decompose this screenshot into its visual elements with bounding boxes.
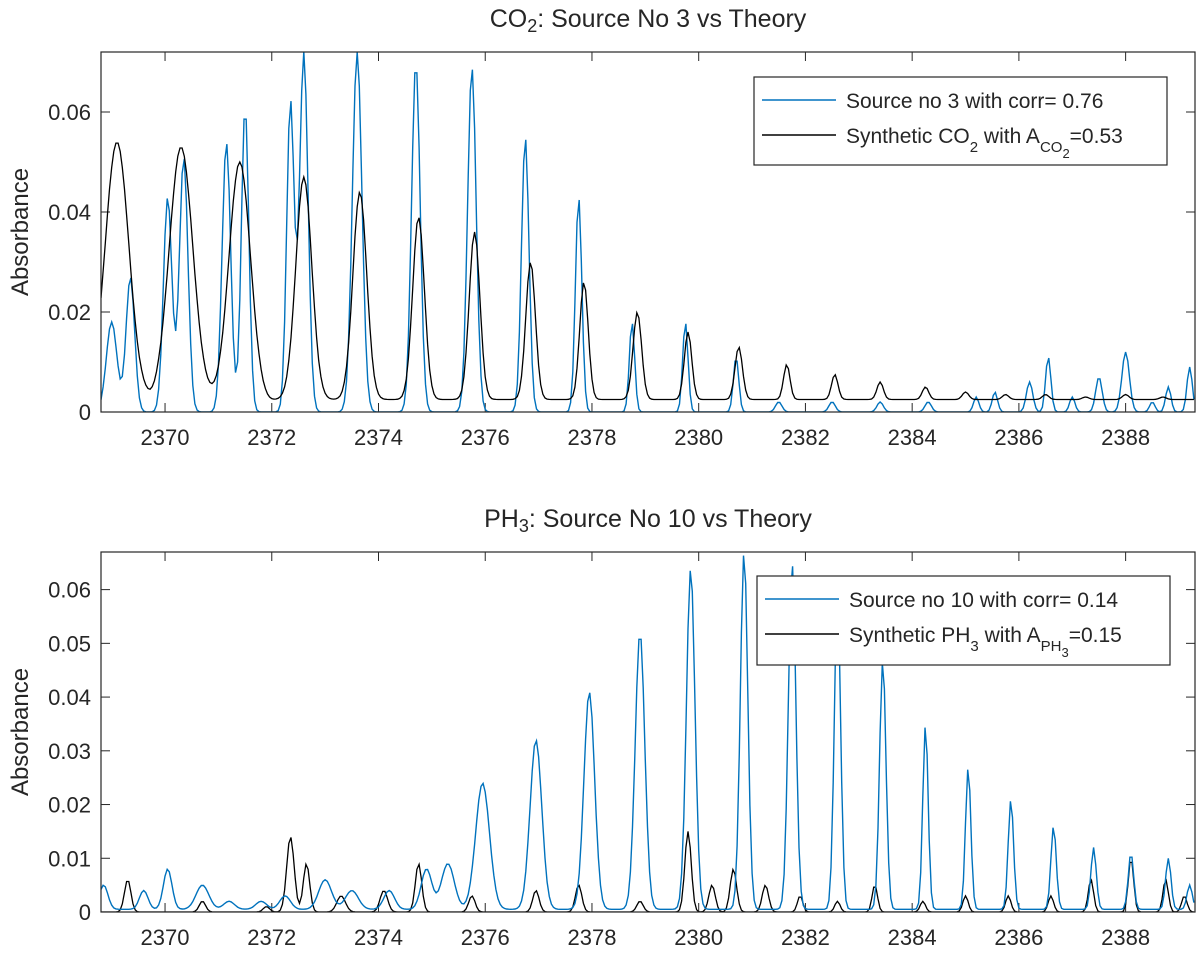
ph3-y-tick-label: 0.04 [48,685,91,710]
co2-tick-layer: 2370 2372 2374 2376 2378 2380 2382 2384 2386 2388… [48,52,1195,450]
co2-legend-label: Synthetic CO2 with ACO2=0.53 [846,125,1123,161]
co2-axes-box [100,51,1196,413]
ph3-x-tick-label: 2382 [781,925,830,950]
co2-legend-label: Source no 3 with corr= 0.76 [846,90,1103,113]
ph3-series-synthetic-line [101,831,1194,912]
ph3-y-axis-label: Absorbance [7,668,34,796]
co2-series-source-line [101,52,1195,412]
ph3-y-tick-label: 0.05 [48,631,91,656]
ph3-panel: PH3: Source No 10 vs Theory 2370 2372 2374… [7,505,1196,950]
ph3-y-tick-label: 0.03 [48,739,91,764]
ph3-legend: Source no 10 with corr= 0.14 Synthetic PH… [756,575,1171,666]
ph3-legend-box [756,575,1171,666]
co2-x-tick-label: 2388 [1101,425,1150,450]
ph3-x-tick-label: 2370 [141,925,190,950]
co2-x-tick-label: 2370 [141,425,190,450]
co2-x-tick-label: 2376 [461,425,510,450]
ph3-y-tick-label: 0.06 [48,578,91,603]
co2-y-tick-label: 0.06 [48,100,91,125]
ph3-x-tick-label: 2378 [567,925,616,950]
co2-panel: CO2: Source No 3 vs Theory 2370 2372 2374 2… [7,5,1196,450]
ph3-x-tick-label: 2376 [461,925,510,950]
co2-series-synthetic-line [101,142,1194,401]
ph3-axes-box [100,551,1196,913]
co2-y-tick-label: 0.02 [48,300,91,325]
ph3-y-tick-label: 0 [79,900,91,925]
ph3-x-tick-label: 2380 [674,925,723,950]
ph3-x-tick-label: 2384 [888,925,937,950]
ph3-series-source-line [101,555,1195,911]
ph3-y-tick-label: 0.01 [48,846,91,871]
ph3-legend-label: Source no 10 with corr= 0.14 [849,589,1118,612]
ph3-title: PH3: Source No 10 vs Theory [484,505,812,536]
co2-x-tick-label: 2386 [994,425,1043,450]
ph3-x-tick-label: 2386 [994,925,1043,950]
co2-x-tick-label: 2372 [247,425,296,450]
co2-title: CO2: Source No 3 vs Theory [490,5,807,36]
ph3-tick-layer: 2370 2372 2374 2376 2378 2380 2382 2384 2386 2388… [48,552,1195,950]
co2-x-tick-label: 2380 [674,425,723,450]
ph3-y-tick-label: 0.02 [48,793,91,818]
co2-y-tick-label: 0.04 [48,200,91,225]
co2-x-tick-label: 2374 [354,425,403,450]
co2-x-tick-label: 2378 [567,425,616,450]
co2-legend: Source no 3 with corr= 0.76 Synthetic CO2… [753,76,1168,166]
co2-plot-area [101,52,1195,412]
ph3-x-tick-label: 2388 [1101,925,1150,950]
ph3-x-tick-label: 2372 [247,925,296,950]
ph3-plot-area [101,555,1195,912]
ph3-legend-label: Synthetic PH3 with APH3=0.15 [849,624,1122,660]
co2-y-axis-label: Absorbance [7,168,34,296]
co2-legend-box [753,76,1168,166]
co2-y-tick-label: 0 [79,400,91,425]
ph3-x-tick-label: 2374 [354,925,403,950]
co2-x-tick-label: 2384 [888,425,937,450]
co2-x-tick-label: 2382 [781,425,830,450]
